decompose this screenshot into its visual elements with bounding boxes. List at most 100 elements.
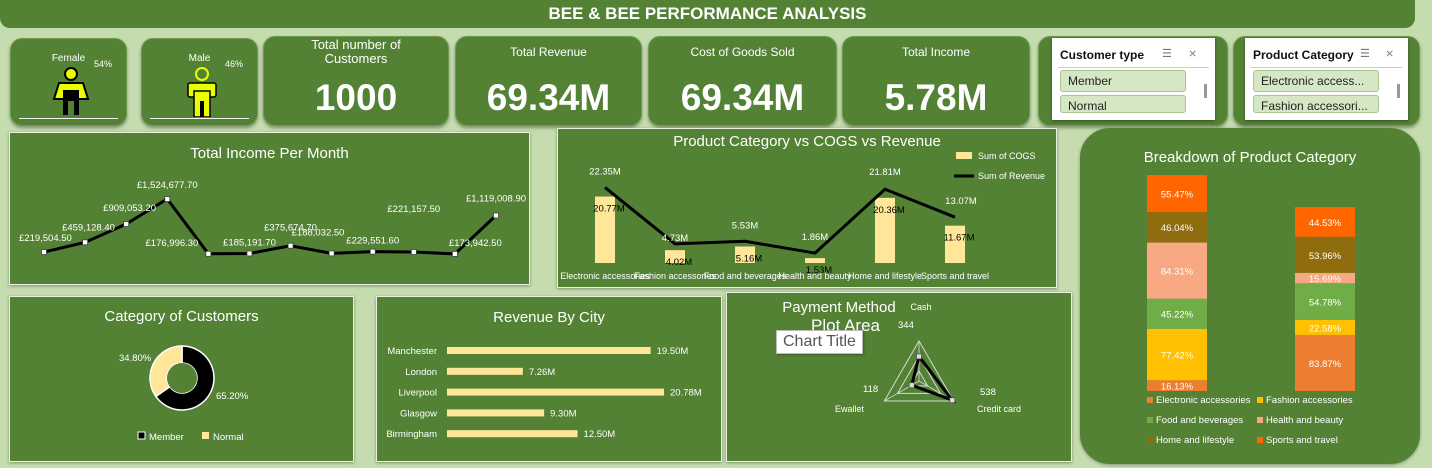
stack-segment <box>1295 272 1355 284</box>
stack-data-label: 77.42% <box>1161 351 1194 362</box>
category-breakdown-panel[interactable]: Breakdown of Product Category 16.13% 77.4… <box>1080 128 1420 464</box>
income-point <box>205 250 212 257</box>
stack-segment <box>1295 207 1355 237</box>
city-data-label: 12.50M <box>584 429 616 440</box>
income-point <box>328 250 335 257</box>
stack-data-label: 55.47% <box>1161 189 1194 200</box>
legend-normal-swatch <box>202 432 209 439</box>
slicer-item-normal[interactable]: Normal <box>1060 95 1186 113</box>
city-bar <box>447 388 664 396</box>
income-data-label: £375,674.70 <box>264 223 317 234</box>
radar-data-label: 538 <box>980 387 996 398</box>
income-data-label: £909,053.20 <box>103 203 156 214</box>
multi-select-icon[interactable]: ☰ <box>1162 48 1172 60</box>
cogs-data-label: 5.16M <box>736 253 762 264</box>
city-bar <box>447 409 545 417</box>
cogs-data-label: 20.36M <box>873 205 905 216</box>
income-line <box>43 197 498 256</box>
legend-swatch <box>1257 417 1263 423</box>
stack-segment <box>1147 175 1207 212</box>
chart-title-tooltip: Chart Title <box>776 330 863 354</box>
legend-label: Food and beverages <box>1156 415 1243 426</box>
multi-select-icon[interactable]: ☰ <box>1360 48 1370 60</box>
slicer-product-category: Product Category ☰ ⨯ Electronic access..… <box>1245 38 1408 120</box>
revenue-data-label: 4.73M <box>662 233 688 244</box>
category-of-customers-panel[interactable]: Category of Customers 65.20% 34.80% Member… <box>9 296 354 462</box>
slicer-scrollbar[interactable] <box>1204 84 1207 98</box>
city-tick-label: Manchester <box>387 346 437 357</box>
kpi-income: Total Income 5.78M <box>842 36 1030 126</box>
legend-swatch <box>1257 437 1263 443</box>
clear-filter-icon[interactable]: ⨯ <box>1385 48 1395 60</box>
income-point <box>41 249 47 255</box>
slicer-divider <box>1058 67 1209 68</box>
slicer-item-electronic[interactable]: Electronic access... <box>1253 70 1379 92</box>
slicer-scrollbar[interactable] <box>1397 84 1400 98</box>
stack-data-label: 45.22% <box>1161 310 1194 321</box>
slicer-divider <box>1251 67 1402 68</box>
slicer-item-member[interactable]: Member <box>1060 70 1186 92</box>
radar-axis-label: Cash <box>910 302 931 312</box>
revenue-data-label: 1.86M <box>802 232 828 243</box>
city-data-label: 19.50M <box>657 346 689 357</box>
city-bar <box>447 430 578 438</box>
stack-segment <box>1147 211 1207 243</box>
radar-series <box>909 353 957 404</box>
male-pct: 46% <box>224 59 243 69</box>
city-tick-label: Liverpool <box>398 388 437 399</box>
income-data-label: £188,032.50 <box>292 227 345 238</box>
horizontal-bar-chart: Manchester 19.50M London 7.26M Liverpool 20.7… <box>386 346 702 440</box>
chart-title: Revenue By City <box>493 309 605 326</box>
legend-normal-label: Normal <box>213 432 244 443</box>
clear-filter-icon[interactable]: ⨯ <box>1188 48 1198 60</box>
donut-chart: 65.20% 34.80% Member Normal <box>119 345 249 443</box>
income-point <box>246 250 253 257</box>
radar-point <box>949 397 956 404</box>
income-point <box>493 212 499 219</box>
donut-data-label: 65.20% <box>216 391 249 402</box>
kpi-cogs-label: Cost of Goods Sold <box>690 45 795 59</box>
female-divider <box>19 118 118 119</box>
legend-cogs-label: Sum of COGS <box>978 151 1036 161</box>
kpi-revenue-value: 69.34M <box>486 77 611 118</box>
radar-data-label: 118 <box>863 384 878 395</box>
stack-data-label: 54.78% <box>1309 298 1342 309</box>
stack-data-label: 44.53% <box>1309 218 1342 229</box>
cogs-bar <box>595 196 615 263</box>
kpi-income-value: 5.78M <box>884 77 988 118</box>
legend-label: Electronic accessories <box>1156 395 1251 406</box>
kpi-revenue-label: Total Revenue <box>510 45 587 59</box>
dashboard-title: BEE & BEE PERFORMANCE ANALYSIS <box>0 0 1415 28</box>
legend-label: Home and lifestyle <box>1156 435 1234 446</box>
legend-swatch <box>1147 437 1153 443</box>
kpi-cogs-value: 69.34M <box>680 77 805 118</box>
legend-label: Fashion accessories <box>1266 395 1353 406</box>
slicer-item-fashion[interactable]: Fashion accessori... <box>1253 95 1379 113</box>
stack-data-label: 15.69% <box>1309 274 1342 285</box>
revenue-by-city-panel[interactable]: Revenue By City Manchester 19.50M London 7.… <box>376 296 722 462</box>
city-data-label: 20.78M <box>670 388 702 399</box>
payment-method-panel[interactable]: Payment Method Cash Credit card Ewallet 344… <box>726 292 1072 462</box>
stack-segment <box>1147 328 1207 381</box>
legend-revenue-label: Sum of Revenue <box>978 171 1045 181</box>
male-divider <box>150 118 249 119</box>
legend-member-label: Member <box>149 432 184 443</box>
male-icon <box>187 67 217 117</box>
radar-chart: Cash Credit card Ewallet 344 538 118 <box>835 302 1021 414</box>
category-tick-label: Food and beverages <box>704 271 787 281</box>
legend-label: Health and beauty <box>1266 415 1343 426</box>
female-label: Female <box>51 53 86 64</box>
income-point <box>452 251 458 257</box>
income-per-month-panel[interactable]: Total Income Per Month £219,504.50 £459,1… <box>9 132 530 285</box>
category-cogs-revenue-panel[interactable]: Product Category vs COGS vs Revenue 20.7… <box>557 128 1057 288</box>
income-data-label: £1,119,008.90 <box>466 193 526 204</box>
chart-title: Total Income Per Month <box>190 145 349 162</box>
donut-data-label: 34.80% <box>119 353 152 364</box>
kpi-income-label: Total Income <box>901 45 971 59</box>
city-data-label: 9.30M <box>550 408 576 419</box>
cogs-data-label: 20.77M <box>593 204 625 215</box>
radar-axis-label: Ewallet <box>835 404 865 414</box>
revenue-data-label: 5.53M <box>732 220 758 231</box>
kpi-cogs: Cost of Goods Sold 69.34M <box>648 36 837 126</box>
legend-swatch <box>1147 417 1153 423</box>
